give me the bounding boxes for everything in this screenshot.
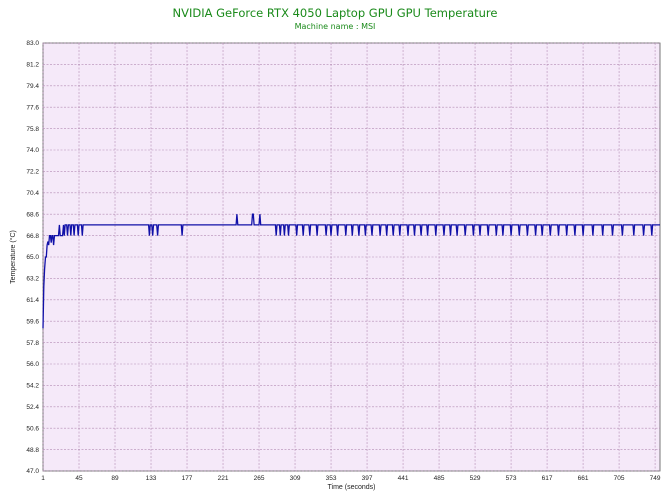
x-tick-label: 177 — [182, 475, 193, 482]
y-tick-label: 72.2 — [26, 169, 39, 176]
y-tick-label: 70.4 — [26, 190, 39, 197]
x-tick-label: 485 — [434, 475, 445, 482]
x-tick-label: 265 — [254, 475, 265, 482]
x-tick-label: 221 — [218, 475, 229, 482]
grid-lines — [42, 42, 660, 472]
x-tick-label: 705 — [614, 475, 625, 482]
y-tick-label: 63.2 — [26, 276, 39, 283]
x-tick-label: 617 — [542, 475, 553, 482]
x-tick-label: 441 — [398, 475, 409, 482]
y-tick-label: 77.6 — [26, 104, 39, 111]
y-axis-label: Temperature (°C) — [9, 230, 17, 284]
y-tick-label: 48.8 — [26, 447, 39, 454]
tick-labels: 47.0 48.8 50.6 52.4 54.2 56.0 57.8 59.6 61.4 63.2… — [26, 40, 661, 482]
y-tick-label: 59.6 — [26, 318, 39, 325]
x-tick-label: 661 — [578, 475, 589, 482]
y-tick-label: 50.6 — [26, 425, 39, 432]
chart-title: NVIDIA GeForce RTX 4050 Laptop GPU GPU T… — [172, 6, 498, 20]
x-tick-label: 309 — [290, 475, 301, 482]
y-tick-label: 79.4 — [26, 83, 39, 90]
y-tick-label: 47.0 — [26, 468, 39, 475]
x-axis-label: Time (seconds) — [328, 484, 376, 491]
y-tick-label: 81.2 — [26, 62, 39, 69]
x-tick-label: 133 — [146, 475, 157, 482]
y-tick-label: 65.0 — [26, 254, 39, 261]
y-tick-label: 83.0 — [26, 40, 39, 47]
y-tick-label: 74.0 — [26, 147, 39, 154]
x-tick-label: 573 — [506, 475, 517, 482]
x-tick-label: 749 — [650, 475, 661, 482]
y-tick-label: 56.0 — [26, 361, 39, 368]
x-tick-label: 353 — [326, 475, 337, 482]
x-tick-label: 45 — [75, 475, 83, 482]
y-tick-label: 66.8 — [26, 233, 39, 240]
y-tick-label: 75.8 — [26, 126, 39, 133]
x-tick-label: 1 — [41, 475, 45, 482]
x-tick-label: 529 — [470, 475, 481, 482]
y-tick-label: 52.4 — [26, 404, 39, 411]
y-tick-label: 57.8 — [26, 340, 39, 347]
x-tick-label: 89 — [111, 475, 119, 482]
y-tick-label: 54.2 — [26, 383, 39, 390]
x-tick-label: 397 — [362, 475, 373, 482]
y-tick-label: 61.4 — [26, 297, 39, 304]
y-tick-label: 68.6 — [26, 211, 39, 218]
chart-subtitle: Machine name : MSI — [294, 22, 376, 31]
temperature-series-line — [42, 213, 660, 329]
